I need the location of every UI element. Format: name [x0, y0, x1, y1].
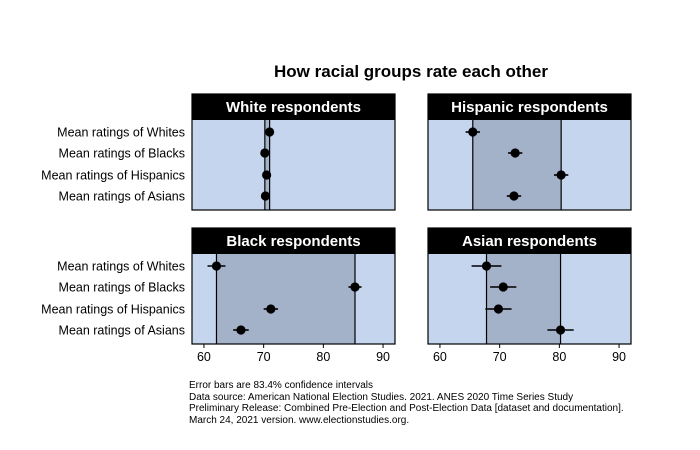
- data-point: [211, 261, 222, 271]
- x-tick-label: 70: [257, 350, 271, 364]
- note-line: Preliminary Release: Combined Pre-Electi…: [189, 403, 624, 414]
- note-line: Data source: American National Election …: [189, 391, 574, 403]
- data-point: [509, 191, 519, 201]
- row-label: Mean ratings of Blacks: [59, 281, 185, 295]
- x-tick-label: 60: [433, 350, 447, 364]
- chart-notes: Error bars are 83.4% confidence interval…: [189, 380, 624, 426]
- data-point: [262, 170, 272, 180]
- panel-header: [428, 94, 631, 120]
- panel-frame: [427, 93, 632, 211]
- data-point: [236, 325, 246, 335]
- panel-frame: [191, 93, 396, 211]
- panel-white-respondents: White respondents Mean ratings of Whites M…: [41, 93, 396, 211]
- row-label: Mean ratings of Whites: [57, 260, 185, 274]
- panel-black-respondents: Black respondents Mean ratings of Whites M…: [41, 227, 396, 364]
- data-point: [510, 148, 520, 158]
- row-label: Mean ratings of Hispanics: [41, 303, 185, 317]
- data-point: [265, 127, 275, 137]
- panel-frame: [427, 227, 632, 345]
- x-tick-label: 90: [612, 350, 626, 364]
- note-line: March 24, 2021 version. www.electionstud…: [189, 414, 410, 426]
- data-point: [260, 191, 271, 201]
- panel-hispanic-respondents: Hispanic respondents: [427, 93, 632, 211]
- data-point: [556, 170, 566, 180]
- note-line: Error bars are 83.4% confidence interval…: [189, 380, 373, 391]
- panel-asian-respondents: Asian respondents 60 70 80 90: [427, 227, 632, 364]
- range-band: [486, 254, 561, 344]
- panel-title: Asian respondents: [462, 233, 597, 250]
- row-label: Mean ratings of Blacks: [59, 147, 185, 161]
- panel-title: White respondents: [226, 99, 361, 116]
- row-label: Mean ratings of Hispanics: [41, 169, 185, 183]
- chart-title: How racial groups rate each other: [274, 62, 548, 81]
- panel-background: [192, 120, 395, 210]
- panel-header: [192, 228, 395, 254]
- data-point: [481, 261, 492, 271]
- panel-title: Hispanic respondents: [451, 99, 608, 116]
- panels: White respondents Mean ratings of Whites M…: [41, 93, 632, 364]
- range-band: [264, 120, 270, 210]
- data-point: [468, 127, 478, 137]
- data-point: [266, 304, 276, 314]
- x-tick-label: 70: [493, 350, 507, 364]
- panel-frame: [191, 227, 396, 345]
- data-point: [350, 282, 360, 292]
- row-label: Mean ratings of Asians: [59, 324, 185, 338]
- x-tick-label: 90: [376, 350, 390, 364]
- data-point: [555, 325, 566, 335]
- x-tick-label: 80: [316, 350, 330, 364]
- data-point: [498, 282, 508, 292]
- panel-title: Black respondents: [226, 233, 360, 250]
- data-point: [493, 304, 504, 314]
- x-tick-label: 80: [552, 350, 566, 364]
- x-tick-label: 60: [197, 350, 211, 364]
- panel-header: [428, 228, 631, 254]
- row-label: Mean ratings of Asians: [59, 190, 185, 204]
- panel-header: [192, 94, 395, 120]
- row-label: Mean ratings of Whites: [57, 126, 185, 140]
- data-point: [260, 148, 270, 158]
